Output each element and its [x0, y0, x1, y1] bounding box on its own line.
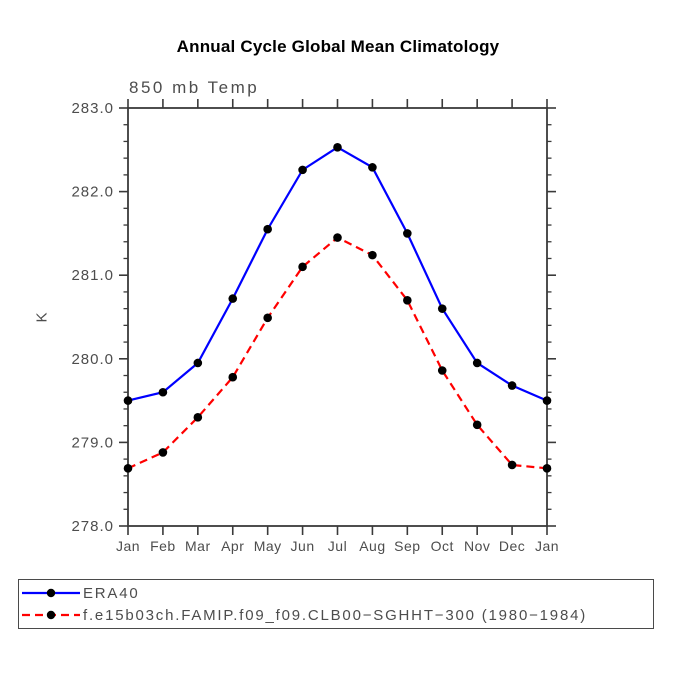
y-tick-label: 279.0	[71, 434, 114, 451]
x-tick-label: May	[254, 538, 282, 554]
series-line-1	[127, 236, 548, 470]
data-point-s1	[333, 233, 342, 242]
data-point-s1	[158, 448, 168, 457]
x-tick-label: Jul	[328, 538, 347, 554]
x-tick-label: Jan	[116, 538, 140, 554]
data-point-s1	[437, 366, 447, 375]
legend-box: ERA40 f.e15b03ch.FAMIP.f09_f09.CLB00−SGH…	[18, 579, 654, 629]
data-point-s1	[123, 464, 133, 473]
x-tick-label: Apr	[221, 538, 244, 554]
x-tick-label: Oct	[431, 538, 454, 554]
x-tick-label: Feb	[150, 538, 176, 554]
y-tick-label: 282.0	[71, 184, 114, 201]
x-tick-label: Nov	[464, 538, 490, 554]
legend-item-model: f.e15b03ch.FAMIP.f09_f09.CLB00−SGHHT−300…	[21, 604, 653, 626]
x-tick-label: Jun	[291, 538, 315, 554]
data-point-s0	[333, 142, 342, 152]
y-tick-label: 281.0	[71, 267, 114, 284]
x-tick-label: Jan	[535, 538, 559, 554]
x-tick-label: Dec	[499, 538, 525, 554]
legend-marker-dot	[46, 588, 56, 598]
data-point-s1	[403, 295, 412, 305]
legend-label: ERA40	[83, 584, 140, 602]
x-tick-label: Mar	[185, 538, 211, 554]
legend-line-sample	[22, 588, 80, 598]
legend-item-era40: ERA40	[21, 582, 653, 604]
data-point-s1	[228, 372, 238, 382]
data-point-s0	[542, 396, 552, 405]
data-point-s0	[298, 165, 307, 175]
chart-title: Annual Cycle Global Mean Climatology	[176, 37, 500, 56]
data-point-s0	[123, 396, 133, 405]
data-point-s1	[193, 413, 203, 422]
data-point-s0	[403, 229, 412, 238]
data-point-s0	[263, 224, 272, 234]
legend-line-sample	[22, 610, 80, 620]
data-point-s1	[298, 262, 307, 272]
data-point-s1	[472, 420, 482, 430]
data-point-s0	[368, 163, 377, 172]
data-point-s0	[437, 304, 447, 313]
data-point-s1	[263, 313, 272, 323]
y-tick-label: 283.0	[71, 100, 114, 117]
series-line-0	[127, 146, 548, 402]
data-point-s0	[228, 294, 238, 303]
axis-box	[127, 107, 548, 527]
y-tick-label: 278.0	[71, 518, 114, 535]
data-point-s0	[507, 381, 517, 390]
data-point-s0	[158, 387, 168, 397]
legend-marker-dot	[46, 610, 56, 620]
legend-label: f.e15b03ch.FAMIP.f09_f09.CLB00−SGHHT−300…	[83, 606, 588, 624]
x-tick-label: Sep	[394, 538, 420, 554]
y-tick-label: 280.0	[71, 351, 114, 368]
x-tick-label: Aug	[359, 538, 385, 554]
data-point-s0	[193, 358, 203, 368]
data-point-s0	[472, 358, 482, 368]
data-point-s1	[368, 250, 377, 260]
data-point-s1	[507, 460, 517, 470]
chart-subtitle: 850 mb Temp	[129, 78, 260, 97]
data-point-s1	[542, 464, 552, 473]
